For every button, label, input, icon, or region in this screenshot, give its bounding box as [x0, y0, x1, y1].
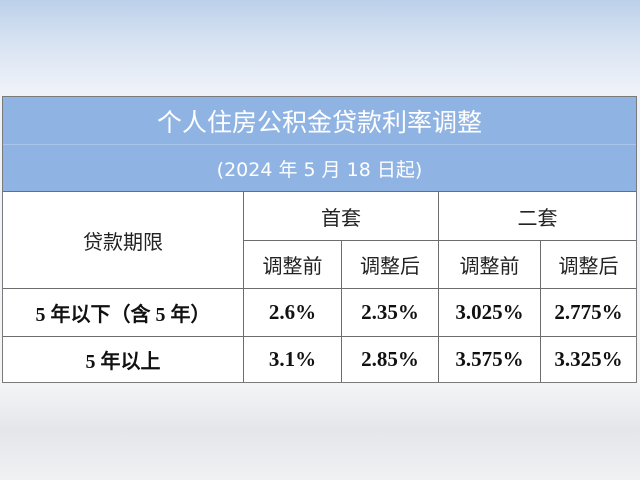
row-term: 5 年以上 [3, 336, 243, 382]
rate-cell: 3.1% [243, 336, 341, 382]
rate-cell: 3.575% [438, 336, 540, 382]
header-second-before: 调整前 [438, 240, 540, 288]
header-first-home: 首套 [243, 192, 438, 240]
row-term: 5 年以下（含 5 年） [3, 288, 243, 336]
header-first-before: 调整前 [243, 240, 341, 288]
rate-cell: 2.85% [341, 336, 438, 382]
table-title: 个人住房公积金贷款利率调整 [3, 97, 636, 145]
rate-table: 个人住房公积金贷款利率调整 (2024 年 5 月 18 日起) 贷款期限 首套… [2, 96, 637, 383]
header-term: 贷款期限 [83, 229, 163, 254]
rate-cell: 2.775% [540, 288, 636, 336]
rate-cell: 3.025% [438, 288, 540, 336]
header-second-home: 二套 [438, 192, 636, 240]
table-subtitle: (2024 年 5 月 18 日起) [3, 145, 636, 192]
header-first-after: 调整后 [341, 240, 438, 288]
rate-cell: 2.6% [243, 288, 341, 336]
rate-cell: 2.35% [341, 288, 438, 336]
header-second-after: 调整后 [540, 240, 636, 288]
rate-cell: 3.325% [540, 336, 636, 382]
